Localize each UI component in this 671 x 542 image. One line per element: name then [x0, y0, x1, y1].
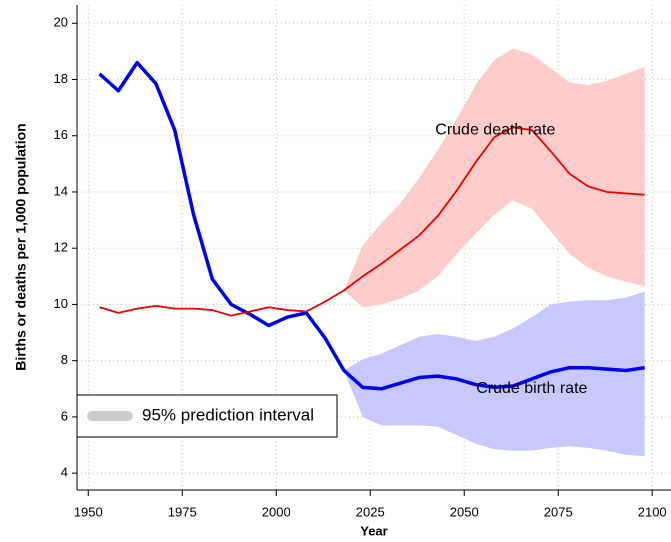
y-tick-label: 10 — [54, 296, 68, 311]
y-tick-label: 6 — [61, 408, 68, 423]
series-line — [99, 126, 645, 317]
y-tick-label: 14 — [54, 183, 68, 198]
x-axis-label: Year — [360, 523, 387, 538]
x-tick-label: 2100 — [638, 504, 667, 519]
annotation: Crude death rate — [435, 121, 555, 138]
x-tick-label: 2075 — [544, 504, 573, 519]
legend-label: 95% prediction interval — [142, 405, 314, 424]
series-line — [98, 60, 645, 391]
prediction-band — [343, 291, 645, 457]
x-tick-label: 2000 — [262, 504, 291, 519]
x-tick-label: 2025 — [356, 504, 385, 519]
annotation: Crude birth rate — [476, 380, 587, 397]
y-tick-label: 4 — [61, 465, 68, 480]
y-tick-label: 12 — [54, 240, 68, 255]
y-tick-label: 20 — [54, 15, 68, 30]
y-tick-label: 16 — [54, 127, 68, 142]
y-axis-label: Births or deaths per 1,000 population — [13, 123, 29, 370]
y-tick-label: 8 — [61, 352, 68, 367]
x-tick-label: 1975 — [168, 504, 197, 519]
prediction-band — [343, 48, 645, 308]
x-tick-label: 2050 — [450, 504, 479, 519]
x-tick-label: 1950 — [74, 504, 103, 519]
y-tick-label: 18 — [54, 71, 68, 86]
